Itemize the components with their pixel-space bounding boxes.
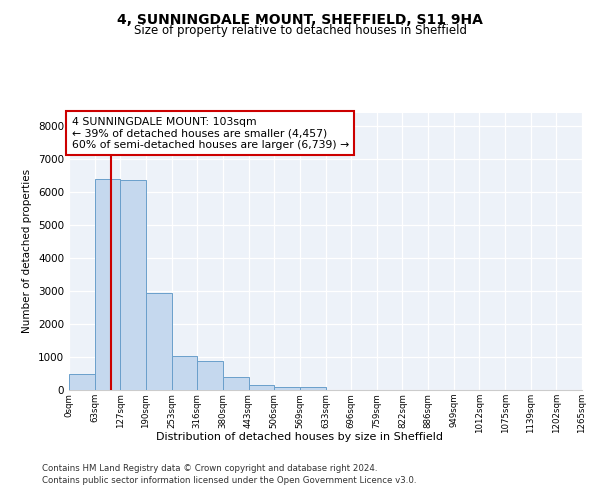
Text: Contains public sector information licensed under the Open Government Licence v3: Contains public sector information licen… (42, 476, 416, 485)
Text: 4 SUNNINGDALE MOUNT: 103sqm
← 39% of detached houses are smaller (4,457)
60% of : 4 SUNNINGDALE MOUNT: 103sqm ← 39% of det… (71, 116, 349, 150)
Bar (146, 292, 172, 390)
Text: Contains HM Land Registry data © Crown copyright and database right 2024.: Contains HM Land Registry data © Crown c… (42, 464, 377, 473)
Bar (223, 378, 248, 390)
Bar (197, 360, 223, 390)
Bar (121, 180, 146, 390)
Text: Distribution of detached houses by size in Sheffield: Distribution of detached houses by size … (157, 432, 443, 442)
Text: 4, SUNNINGDALE MOUNT, SHEFFIELD, S11 9HA: 4, SUNNINGDALE MOUNT, SHEFFIELD, S11 9HA (117, 12, 483, 26)
Bar (248, 385, 274, 390)
Bar (95, 179, 121, 390)
Bar (69, 374, 95, 390)
Bar (172, 356, 197, 390)
Y-axis label: Number of detached properties: Number of detached properties (22, 169, 32, 334)
Text: Size of property relative to detached houses in Sheffield: Size of property relative to detached ho… (133, 24, 467, 37)
Bar (300, 387, 325, 390)
Bar (274, 386, 300, 390)
